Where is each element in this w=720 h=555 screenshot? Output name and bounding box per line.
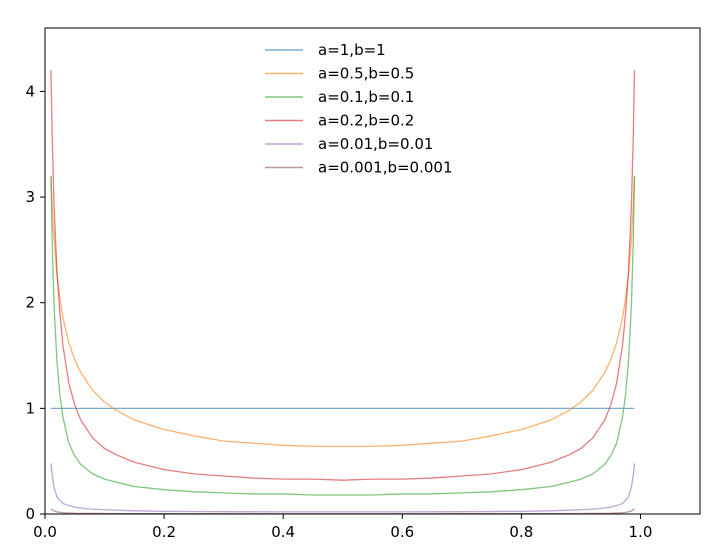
series-line-2 — [50, 175, 636, 448]
legend-label-6: a=0.001,b=0.001 — [318, 159, 453, 177]
legend-label-1: a=1,b=1 — [318, 41, 386, 59]
x-tick-label: 1.0 — [629, 523, 653, 541]
x-axis: 0.0 0.2 0.4 0.6 0.8 1.0 — [33, 514, 652, 541]
y-tick-label: 3 — [25, 188, 35, 206]
x-tick-label: 0.4 — [271, 523, 295, 541]
legend-label-2: a=0.5,b=0.5 — [318, 65, 414, 83]
y-tick-label: 4 — [25, 82, 35, 100]
x-tick-label: 0.2 — [152, 523, 176, 541]
y-tick-label: 2 — [25, 294, 35, 312]
x-tick-label: 0.0 — [33, 523, 57, 541]
y-tick-label: 0 — [25, 505, 35, 523]
legend: a=1,b=1 a=0.5,b=0.5 a=0.1,b=0.1 a=0.2,b=0.2… — [265, 41, 453, 177]
series-line-5 — [50, 463, 636, 513]
legend-label-3: a=0.1,b=0.1 — [318, 88, 414, 106]
series-line-4 — [50, 70, 636, 481]
legend-label-4: a=0.2,b=0.2 — [318, 112, 414, 130]
y-axis: 0 1 2 3 4 — [25, 82, 45, 523]
axes-frame — [44, 27, 701, 515]
y-tick-label: 1 — [25, 399, 35, 417]
legend-label-5: a=0.01,b=0.01 — [318, 135, 433, 153]
series-line-3 — [50, 175, 636, 496]
x-tick-label: 0.6 — [390, 523, 414, 541]
x-tick-label: 0.8 — [509, 523, 533, 541]
